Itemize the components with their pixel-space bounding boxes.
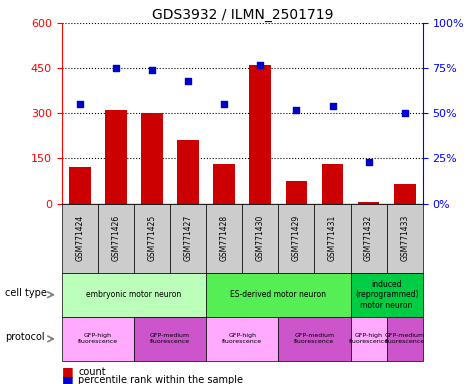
Bar bbox=[62, 204, 98, 273]
Text: GFP-medium
fluorescence: GFP-medium fluorescence bbox=[294, 333, 334, 344]
Text: ES-derived motor neuron: ES-derived motor neuron bbox=[230, 290, 326, 299]
Point bbox=[293, 107, 300, 113]
Bar bbox=[278, 204, 314, 273]
Bar bbox=[141, 113, 163, 204]
Bar bbox=[387, 317, 423, 361]
Bar bbox=[206, 273, 351, 317]
Point bbox=[401, 110, 408, 116]
Bar bbox=[213, 164, 235, 204]
Text: percentile rank within the sample: percentile rank within the sample bbox=[78, 375, 243, 384]
Bar bbox=[206, 317, 278, 361]
Bar bbox=[98, 204, 134, 273]
Bar bbox=[249, 65, 271, 204]
Bar bbox=[134, 317, 206, 361]
Point bbox=[112, 65, 120, 71]
Text: GSM771425: GSM771425 bbox=[148, 215, 156, 261]
Point bbox=[256, 61, 264, 68]
Point bbox=[220, 101, 228, 108]
Bar bbox=[105, 110, 127, 204]
Point bbox=[76, 101, 84, 108]
Bar bbox=[351, 204, 387, 273]
Text: GSM771431: GSM771431 bbox=[328, 215, 337, 261]
Text: ■: ■ bbox=[62, 365, 74, 378]
Text: GFP-high
fluorescence: GFP-high fluorescence bbox=[78, 333, 118, 344]
Text: GSM771426: GSM771426 bbox=[112, 215, 120, 261]
Bar bbox=[358, 202, 380, 204]
Bar bbox=[62, 317, 134, 361]
Bar bbox=[278, 317, 351, 361]
Text: induced
(reprogrammed)
motor neuron: induced (reprogrammed) motor neuron bbox=[355, 280, 418, 310]
Text: embryonic motor neuron: embryonic motor neuron bbox=[86, 290, 181, 299]
Bar bbox=[62, 273, 206, 317]
Point bbox=[148, 67, 156, 73]
Bar bbox=[285, 181, 307, 204]
Text: GFP-medium
fluorescence: GFP-medium fluorescence bbox=[385, 333, 425, 344]
Text: GFP-medium
fluorescence: GFP-medium fluorescence bbox=[150, 333, 190, 344]
Text: protocol: protocol bbox=[5, 332, 44, 342]
Text: count: count bbox=[78, 367, 106, 377]
Bar bbox=[351, 317, 387, 361]
Bar bbox=[206, 204, 242, 273]
Bar bbox=[177, 141, 199, 204]
Text: GSM771427: GSM771427 bbox=[184, 215, 192, 261]
Text: GSM771432: GSM771432 bbox=[364, 215, 373, 261]
Point bbox=[365, 159, 372, 165]
Bar bbox=[242, 204, 278, 273]
Title: GDS3932 / ILMN_2501719: GDS3932 / ILMN_2501719 bbox=[152, 8, 333, 22]
Bar bbox=[314, 204, 351, 273]
Bar bbox=[134, 204, 170, 273]
Bar bbox=[394, 184, 416, 204]
Bar bbox=[69, 167, 91, 204]
Point bbox=[184, 78, 192, 84]
Text: ■: ■ bbox=[62, 374, 74, 384]
Text: GSM771430: GSM771430 bbox=[256, 215, 265, 261]
Text: GSM771429: GSM771429 bbox=[292, 215, 301, 261]
Bar bbox=[170, 204, 206, 273]
Bar bbox=[351, 273, 423, 317]
Bar bbox=[322, 164, 343, 204]
Text: GFP-high
fluorescence: GFP-high fluorescence bbox=[349, 333, 389, 344]
Text: cell type: cell type bbox=[5, 288, 47, 298]
Text: GSM771424: GSM771424 bbox=[76, 215, 84, 261]
Point bbox=[329, 103, 336, 109]
Text: GSM771433: GSM771433 bbox=[400, 215, 409, 261]
Text: GFP-high
fluorescence: GFP-high fluorescence bbox=[222, 333, 262, 344]
Bar bbox=[387, 204, 423, 273]
Text: GSM771428: GSM771428 bbox=[220, 215, 228, 261]
